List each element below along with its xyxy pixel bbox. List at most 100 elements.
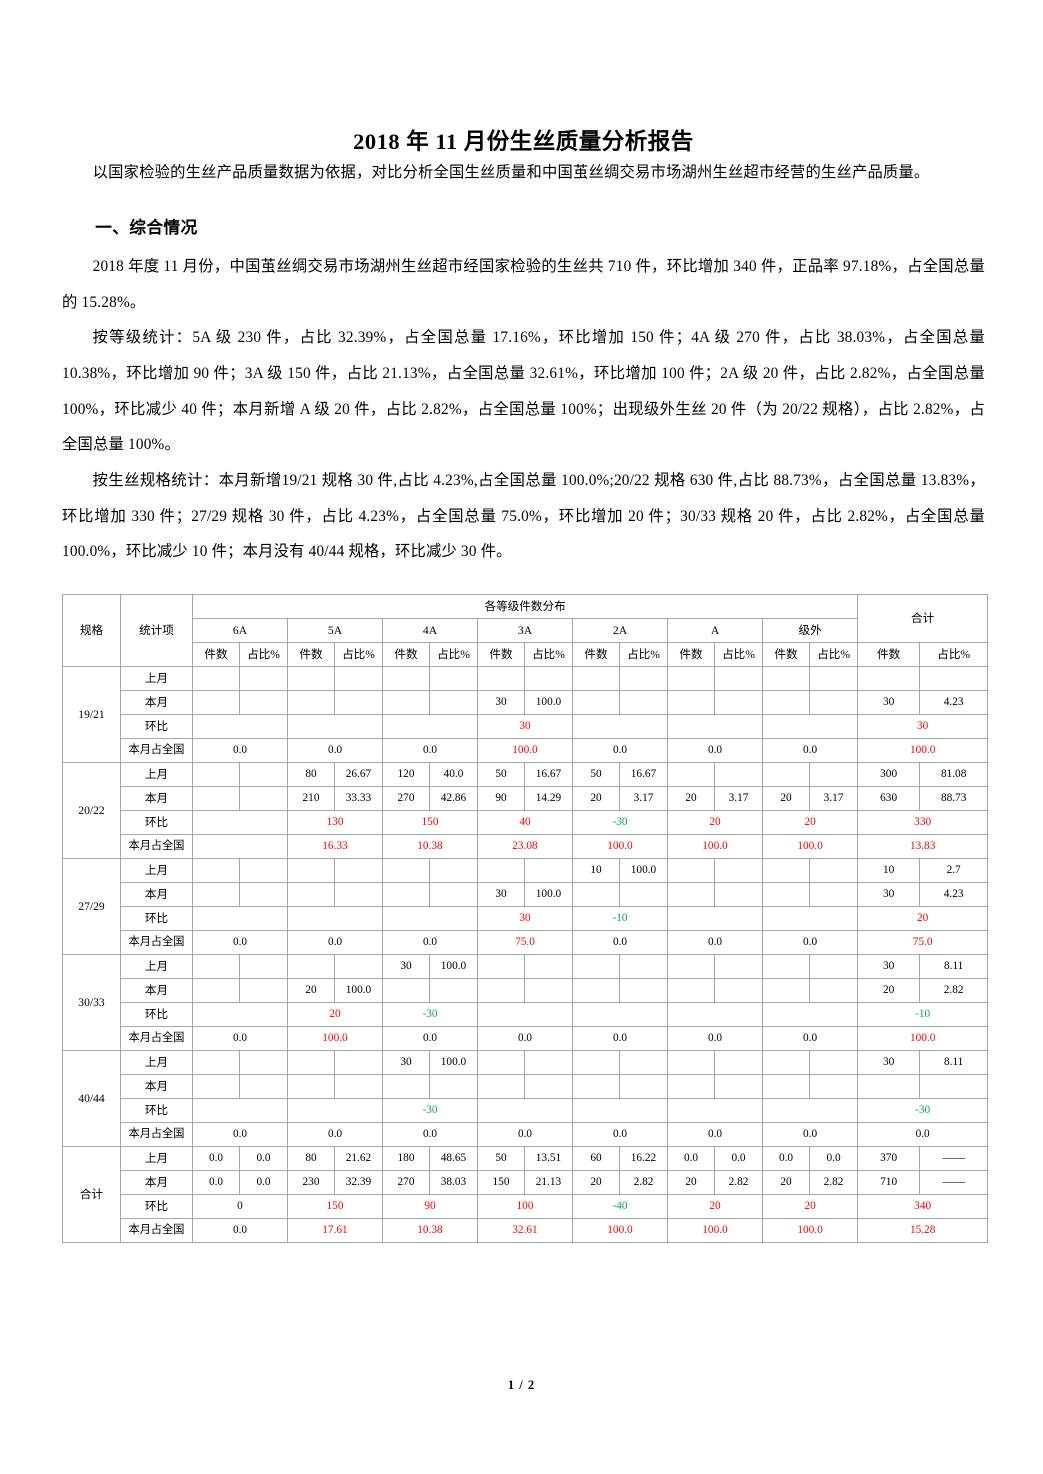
cell-national-share: 75.0 <box>477 929 573 955</box>
table-row: 本月 30 100.0 30 4.23 <box>63 689 989 715</box>
cell-last-month <box>239 857 288 883</box>
cell-last-month <box>572 953 620 979</box>
cell-this-month-total: 30 <box>857 689 921 715</box>
cell-national-share: 0.0 <box>761 929 859 955</box>
cell-national-share: 0.0 <box>572 1025 668 1051</box>
cell-this-month <box>287 689 335 715</box>
cell-this-month <box>334 1073 383 1099</box>
cell-last-month <box>667 953 715 979</box>
header-percent: 占比% <box>524 641 573 667</box>
cell-mom <box>287 905 383 931</box>
cell-this-month <box>572 689 620 715</box>
cell-mom-total: -10 <box>857 1001 989 1027</box>
cell-this-month: 38.03 <box>429 1169 478 1195</box>
cell-mom: 20 <box>761 809 859 835</box>
spec-label: 27/29 <box>62 857 121 955</box>
header-count: 件数 <box>382 641 430 667</box>
paragraph-by-spec: 按生丝规格统计：本月新增19/21 规格 30 件,占比 4.23%,占全国总量… <box>62 472 985 561</box>
cell-last-month <box>572 665 620 691</box>
cell-mom: 130 <box>287 809 383 835</box>
cell-this-month: 32.39 <box>334 1169 383 1195</box>
cell-mom: 20 <box>287 1001 383 1027</box>
cell-this-month <box>667 689 715 715</box>
cell-national-share: 0.0 <box>667 929 763 955</box>
cell-national-share: 0.0 <box>287 1121 383 1147</box>
stat-label-this-month: 本月 <box>120 689 193 715</box>
cell-mom <box>667 1097 763 1123</box>
stat-label-last-month: 上月 <box>120 857 193 883</box>
cell-last-month <box>192 953 240 979</box>
cell-this-month <box>239 1073 288 1099</box>
cell-mom <box>761 1097 859 1123</box>
intro-paragraph: 以国家检验的生丝产品质量数据为依据，对比分析全国生丝质量和中国茧丝绸交易市场湖州… <box>92 164 930 181</box>
cell-national-share: 0.0 <box>761 737 859 763</box>
cell-last-month <box>619 1049 668 1075</box>
cell-last-month-total: 2.7 <box>919 857 989 883</box>
cell-this-month <box>239 689 288 715</box>
cell-this-month <box>287 881 335 907</box>
cell-this-month <box>192 689 240 715</box>
cell-mom <box>382 905 478 931</box>
paragraph-overview: 2018 年度 11 月份，中国茧丝绸交易市场湖州生丝超市经国家检验的生丝共 7… <box>62 258 985 311</box>
cell-this-month <box>762 977 810 1003</box>
cell-this-month <box>572 881 620 907</box>
cell-this-month-total <box>857 1073 921 1099</box>
header-grade-outside: 级外 <box>761 617 859 643</box>
cell-last-month <box>524 1049 573 1075</box>
cell-last-month: 16.67 <box>524 761 573 787</box>
stat-label-national-share: 本月占全国 <box>120 833 193 859</box>
cell-last-month <box>334 857 383 883</box>
cell-this-month-total <box>919 1073 989 1099</box>
table-row: 本月 <box>63 1073 989 1099</box>
cell-mom: 90 <box>382 1193 478 1219</box>
cell-last-month-total: 30 <box>857 1049 921 1075</box>
cell-last-month: 21.62 <box>334 1145 383 1171</box>
stat-label-this-month: 本月 <box>120 785 193 811</box>
stat-label-this-month: 本月 <box>120 1169 193 1195</box>
cell-last-month <box>762 761 810 787</box>
cell-this-month <box>762 689 810 715</box>
cell-last-month <box>762 857 810 883</box>
cell-national-share: 100.0 <box>667 1217 763 1243</box>
spec-label: 40/44 <box>62 1049 121 1147</box>
cell-last-month <box>239 665 288 691</box>
cell-national-share: 23.08 <box>477 833 573 859</box>
cell-national-share: 16.33 <box>287 833 383 859</box>
cell-last-month: 0.0 <box>239 1145 288 1171</box>
page-title: 2018 年 11 月份生丝质量分析报告 <box>353 129 694 154</box>
cell-this-month-total: 4.23 <box>919 689 989 715</box>
cell-this-month: 150 <box>477 1169 525 1195</box>
cell-last-month <box>762 953 810 979</box>
header-grade-6a: 6A <box>192 617 288 643</box>
cell-this-month <box>619 689 668 715</box>
cell-last-month <box>714 665 763 691</box>
table-row: 合计 上月 0.0 0.0 80 21.62 180 48.65 50 13.51 60 16.22 0… <box>62 1145 989 1243</box>
cell-last-month: 60 <box>572 1145 620 1171</box>
cell-last-month <box>382 857 430 883</box>
cell-last-month <box>714 953 763 979</box>
header-total-percent: 占比% <box>919 641 989 667</box>
cell-last-month <box>524 857 573 883</box>
cell-last-month-total <box>919 665 989 691</box>
paragraph-by-grade: 按等级统计：5A 级 230 件，占比 32.39%，占全国总量 17.16%，… <box>62 329 985 454</box>
cell-last-month: 13.51 <box>524 1145 573 1171</box>
cell-this-month: 2.82 <box>619 1169 668 1195</box>
stat-label-mom: 环比 <box>120 713 193 739</box>
cell-this-month: 20 <box>762 785 810 811</box>
stat-label-mom: 环比 <box>120 809 193 835</box>
cell-last-month: 48.65 <box>429 1145 478 1171</box>
spec-label: 30/33 <box>62 953 121 1051</box>
header-percent: 占比% <box>714 641 763 667</box>
cell-mom: 20 <box>667 1193 763 1219</box>
cell-last-month: 40.0 <box>429 761 478 787</box>
page-content: 2018 年 11 月份生丝质量分析报告 以国家检验的生丝产品质量数据为依据，对… <box>62 0 989 1243</box>
cell-last-month <box>287 857 335 883</box>
stat-label-last-month: 上月 <box>120 665 193 691</box>
cell-last-month <box>334 665 383 691</box>
header-percent: 占比% <box>808 641 859 667</box>
cell-last-month: 0.0 <box>808 1145 859 1171</box>
cell-this-month: 30 <box>477 689 525 715</box>
table-row: 本月占全国 0.0 100.0 0.0 0.0 0.0 0.0 0.0 100.0 <box>63 1025 989 1051</box>
cell-this-month <box>429 977 478 1003</box>
cell-last-month <box>382 665 430 691</box>
